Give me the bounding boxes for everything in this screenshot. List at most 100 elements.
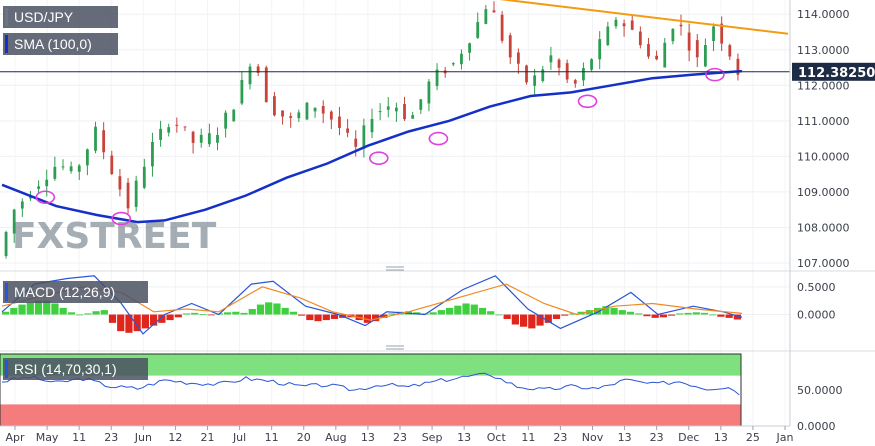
candle-body xyxy=(386,106,390,110)
sma-legend-text: SMA (100,0) xyxy=(14,36,92,52)
macd-bar xyxy=(191,312,199,315)
macd-bar xyxy=(26,302,34,315)
candle-body xyxy=(94,126,97,151)
macd-bar xyxy=(158,314,166,323)
candle-body xyxy=(419,99,423,110)
macd-bar xyxy=(108,314,117,323)
macd-bar xyxy=(182,313,191,315)
candle-body xyxy=(541,69,545,81)
candle-body xyxy=(525,65,528,83)
price-panel-bg xyxy=(0,0,790,263)
time-tick-label: 13 xyxy=(714,431,728,444)
macd-bar xyxy=(256,304,265,315)
candle-body xyxy=(468,43,471,53)
candle-body xyxy=(20,201,24,209)
candle-body xyxy=(484,9,488,24)
macd-bar xyxy=(725,314,733,318)
candle-body xyxy=(687,32,691,51)
time-tick-label: 13 xyxy=(457,431,471,444)
candle-body xyxy=(110,155,114,175)
macd-bar xyxy=(298,314,306,316)
candle-body xyxy=(354,138,358,147)
candle-body xyxy=(256,66,260,73)
resize-grip-2[interactable] xyxy=(386,345,404,350)
time-tick-label: Jun xyxy=(134,431,152,444)
candle-body xyxy=(533,75,537,86)
time-tick-label: 21 xyxy=(201,431,215,444)
time-tick-label: 23 xyxy=(393,431,407,444)
candle-body xyxy=(191,131,195,143)
candle-body xyxy=(61,166,65,168)
candle-body xyxy=(598,39,602,60)
macd-bar xyxy=(659,314,667,318)
price-tick-label: 114.0000 xyxy=(797,8,850,21)
candle-body xyxy=(199,134,203,143)
macd-bar xyxy=(635,313,643,315)
time-tick-label: 11 xyxy=(72,431,86,444)
candle-body xyxy=(362,125,366,149)
candle-body xyxy=(281,110,284,117)
macd-bar xyxy=(174,314,182,318)
macd-bar xyxy=(51,303,59,315)
candle-body xyxy=(712,26,715,42)
macd-bar xyxy=(610,307,618,315)
candle-body xyxy=(12,209,16,234)
macd-bar xyxy=(59,307,67,315)
macd-bar xyxy=(141,314,149,329)
macd-bar xyxy=(626,311,635,315)
resize-grip-1[interactable] xyxy=(386,266,404,271)
macd-bar xyxy=(668,314,676,316)
candle-body xyxy=(118,176,122,190)
time-tick-label: Oct xyxy=(487,431,507,444)
macd-bar xyxy=(133,314,141,332)
candle-body xyxy=(370,119,374,133)
rsi-zones xyxy=(0,353,742,427)
macd-bar xyxy=(18,304,26,315)
candle-body xyxy=(557,59,561,68)
touch-point-marker xyxy=(705,67,725,82)
macd-bar xyxy=(470,304,478,315)
time-tick-label: 13 xyxy=(618,431,632,444)
price-tick-label: 111.0000 xyxy=(797,115,850,128)
price-tick-label: 108.0000 xyxy=(797,221,850,234)
time-tick-label: 23 xyxy=(650,431,664,444)
rsi-overbought-zone xyxy=(0,354,741,376)
candle-body xyxy=(329,111,333,120)
time-tick-label: Dec xyxy=(678,431,699,444)
candle-body xyxy=(102,130,106,153)
candle-body xyxy=(4,232,8,257)
macd-tick-label: 0.0000 xyxy=(797,309,836,322)
macd-bar xyxy=(478,307,487,315)
rsi-oversold-zone xyxy=(0,404,741,426)
candle-body xyxy=(704,45,707,67)
candle-body xyxy=(573,80,577,84)
macd-bar xyxy=(651,314,659,318)
candle-body xyxy=(451,63,455,65)
macd-bar xyxy=(495,314,503,316)
macd-bar xyxy=(314,314,322,322)
macd-bar xyxy=(2,311,10,315)
symbol-text: USD/JPY xyxy=(14,9,74,25)
macd-bar xyxy=(388,313,396,315)
time-tick-label: Sep xyxy=(422,431,443,444)
symbol-label: USD/JPY xyxy=(3,6,118,28)
macd-bar xyxy=(528,314,536,329)
candle-body xyxy=(460,53,463,65)
candle-body xyxy=(338,116,341,128)
macd-bar xyxy=(561,314,569,316)
candle-body xyxy=(679,24,683,27)
macd-bar xyxy=(536,314,544,326)
candle-body xyxy=(134,180,138,207)
macd-bar xyxy=(67,312,75,315)
candle-body xyxy=(403,104,406,120)
macd-bar xyxy=(454,305,462,315)
touch-point-marker xyxy=(111,211,132,226)
price-tick-label: 112.0000 xyxy=(797,79,850,92)
touch-point-marker xyxy=(428,131,449,146)
macd-line xyxy=(1,275,743,335)
macd-bar xyxy=(248,309,256,315)
rsi-line xyxy=(1,372,740,396)
rsi-legend: RSI (14,70,30,1) xyxy=(3,358,148,380)
time-axis: Apr May 11 23 Jun 12 21 Jul 11 20 Aug 13 23 Sep 13 Oct 1… xyxy=(5,426,794,444)
candle-body xyxy=(167,127,171,133)
